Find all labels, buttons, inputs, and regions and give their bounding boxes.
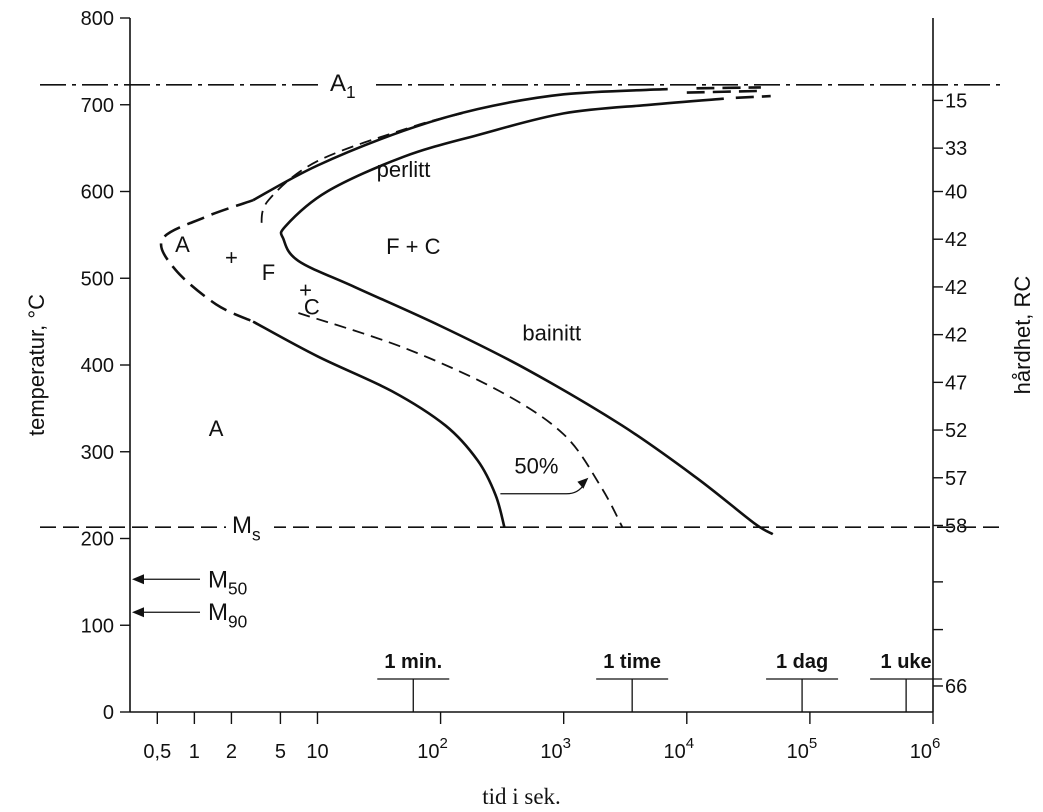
time-marker-label: 1 time [603, 651, 661, 673]
right-tick-label: 57 [945, 468, 967, 490]
y-tick-label: 800 [81, 8, 114, 30]
axes: 0100200300400500600700800153340424242475… [24, 8, 1035, 809]
start-curve-upper [252, 87, 668, 202]
marker-label: M50 [208, 566, 247, 598]
region-label: A [209, 416, 224, 441]
right-tick-label: 42 [945, 325, 967, 347]
y-tick-label: 0 [103, 702, 114, 724]
y-tick-label: 200 [81, 529, 114, 551]
marker-arrow-head [132, 574, 144, 585]
region-label: F + C [386, 234, 441, 259]
x-tick-label: 1 [189, 741, 200, 763]
region-label: + [225, 245, 238, 270]
fifty-percent-arrowhead [577, 477, 589, 489]
start-curve-nose [159, 198, 254, 323]
y-axis-title: temperatur, °C [24, 294, 49, 436]
x-tick-label: 0,5 [143, 741, 171, 763]
finish-curve [279, 97, 774, 536]
x-tick-label: 2 [226, 741, 237, 763]
fifty-percent-curve-upper [260, 112, 463, 227]
x-tick-label: 102 [417, 735, 448, 763]
x-tick-label: 5 [275, 741, 286, 763]
y-tick-label: 600 [81, 182, 114, 204]
x-tick-label: 10 [306, 741, 328, 763]
right-tick-label: 42 [945, 277, 967, 299]
x-tick-label: 103 [540, 735, 571, 763]
fifty-percent-curve-extension [686, 89, 761, 94]
time-marker-label: 1 min. [384, 651, 442, 673]
fifty-percent-curve-lower [298, 312, 624, 528]
x-tick-label: 106 [910, 735, 941, 763]
y-tick-label: 100 [81, 615, 114, 637]
right-tick-label: 58 [945, 515, 967, 537]
region-label: + [299, 277, 312, 302]
fifty-percent-arrow [500, 483, 585, 495]
right-tick-label: 15 [945, 90, 967, 112]
reference-line-label: A1 [330, 70, 356, 102]
marker-arrow-head [132, 607, 144, 618]
finish-curve-extension [735, 94, 771, 100]
right-tick-label: 33 [945, 138, 967, 160]
label-bg [324, 64, 372, 103]
x-tick-label: 105 [787, 735, 818, 763]
marker-label: M90 [208, 599, 247, 631]
right-tick-label: 47 [945, 372, 967, 394]
y-axis-title-right: hårdhet, RC [1010, 276, 1035, 395]
region-label: bainitt [522, 321, 581, 346]
y-tick-label: 300 [81, 442, 114, 464]
reference-line-label: Ms [232, 512, 261, 544]
region-label: A [175, 232, 190, 257]
label-bg [226, 507, 274, 546]
transformation-curves [159, 86, 774, 536]
right-tick-label: 52 [945, 420, 967, 442]
region-label: 50% [514, 453, 558, 478]
right-tick-label: 66 [945, 676, 967, 698]
y-tick-label: 700 [81, 95, 114, 117]
time-marker-label: 1 uke [881, 651, 932, 673]
plot-frame [129, 18, 934, 713]
time-marker-label: 1 dag [776, 651, 828, 673]
y-tick-label: 500 [81, 268, 114, 290]
start-curve-extension [696, 86, 761, 90]
start-curve-lower [252, 320, 506, 528]
right-tick-label: 40 [945, 182, 967, 204]
region-label: F [262, 260, 275, 285]
x-axis-title: tid i sek. [482, 784, 561, 809]
x-tick-label: 104 [663, 735, 694, 763]
time-markers: 1 min. 1 time 1 dag 1 uke [377, 651, 943, 712]
region-label: perlitt [377, 157, 431, 182]
region-label: C [304, 295, 320, 320]
right-tick-label: 42 [945, 229, 967, 251]
y-tick-label: 400 [81, 355, 114, 377]
